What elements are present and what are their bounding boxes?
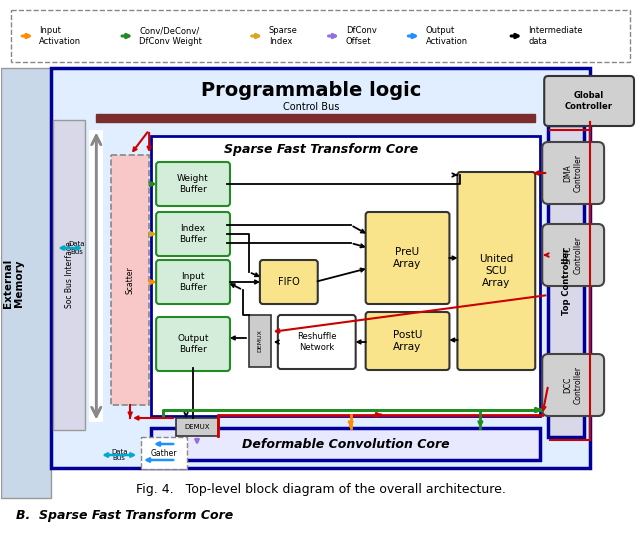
Text: Reshuffle
Network: Reshuffle Network (297, 332, 337, 352)
FancyBboxPatch shape (542, 354, 604, 416)
Bar (151, 428, 540, 460)
Text: Data
Bus: Data Bus (111, 449, 127, 462)
Text: DMA
Controller: DMA Controller (563, 154, 583, 192)
Bar (53, 120, 85, 430)
Text: Soc Bus Interface: Soc Bus Interface (65, 242, 74, 308)
Bar (249, 315, 271, 367)
Text: Control Bus: Control Bus (283, 102, 339, 112)
FancyBboxPatch shape (365, 312, 449, 370)
Text: Fig. 4.   Top-level block diagram of the overall architecture.: Fig. 4. Top-level block diagram of the o… (136, 484, 506, 497)
Text: External
Memory: External Memory (3, 258, 24, 308)
Bar (96, 114, 535, 122)
FancyBboxPatch shape (542, 224, 604, 286)
Text: Data
Bus: Data Bus (68, 242, 84, 254)
Text: Index
Buffer: Index Buffer (179, 224, 207, 244)
Text: Global
Controller: Global Controller (565, 91, 613, 111)
Text: Gather: Gather (151, 449, 177, 457)
Text: Scatter: Scatter (125, 266, 134, 294)
Text: Sparse Fast Transform Core: Sparse Fast Transform Core (223, 144, 418, 157)
Text: Output
Buffer: Output Buffer (177, 334, 209, 353)
Text: Output
Activation: Output Activation (426, 26, 468, 46)
Bar (90, 130, 103, 422)
FancyBboxPatch shape (542, 142, 604, 204)
Bar (51, 68, 590, 468)
FancyBboxPatch shape (156, 260, 230, 304)
Text: PostU
Array: PostU Array (393, 330, 422, 352)
Text: Conv/DeConv/
DfConv Weight: Conv/DeConv/ DfConv Weight (139, 26, 202, 46)
Text: Intermediate
data: Intermediate data (528, 26, 583, 46)
Text: FIFO: FIFO (278, 277, 300, 287)
Text: Sparse
Index: Sparse Index (269, 26, 298, 46)
FancyBboxPatch shape (544, 76, 634, 126)
Bar (12, 10, 630, 62)
Bar (176, 418, 218, 436)
Text: DCC
Controller: DCC Controller (563, 366, 583, 404)
FancyBboxPatch shape (156, 162, 230, 206)
Text: B.  Sparse Fast Transform Core: B. Sparse Fast Transform Core (17, 508, 234, 521)
Text: DEMUX: DEMUX (257, 330, 262, 352)
Bar (111, 155, 149, 405)
FancyBboxPatch shape (278, 315, 356, 369)
Text: PreU
Array: PreU Array (394, 247, 422, 269)
Text: Programmable logic: Programmable logic (200, 81, 421, 100)
FancyBboxPatch shape (365, 212, 449, 304)
Text: DfConv
Offset: DfConv Offset (346, 26, 376, 46)
FancyBboxPatch shape (260, 260, 317, 304)
Bar (141, 437, 187, 469)
Bar (1, 68, 51, 498)
Bar (151, 136, 540, 416)
Text: DEMUX: DEMUX (184, 424, 210, 430)
Text: Input
Activation: Input Activation (40, 26, 81, 46)
FancyBboxPatch shape (156, 317, 230, 371)
Text: Weight
Buffer: Weight Buffer (177, 174, 209, 194)
Text: Input
Buffer: Input Buffer (179, 272, 207, 292)
FancyBboxPatch shape (458, 172, 535, 370)
Text: Top Controller: Top Controller (562, 247, 571, 315)
Bar (548, 125, 584, 437)
Text: Deformable Convolution Core: Deformable Convolution Core (242, 437, 449, 450)
Text: United
SCU
Array: United SCU Array (479, 254, 513, 288)
Text: SFTC
Controller: SFTC Controller (563, 236, 583, 274)
FancyBboxPatch shape (156, 212, 230, 256)
